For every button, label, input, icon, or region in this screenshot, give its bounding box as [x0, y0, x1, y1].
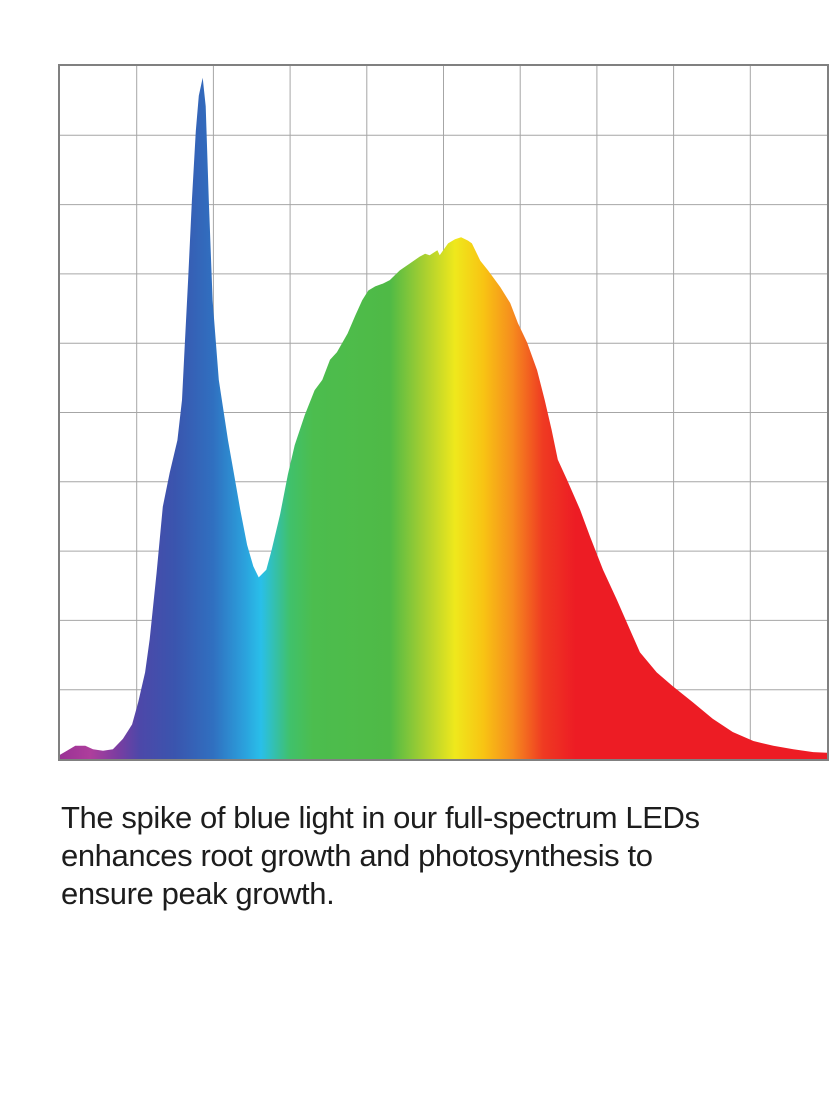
spectrum-area — [60, 77, 827, 759]
caption-line-3: ensure peak growth. — [61, 876, 335, 911]
caption-line-2: enhances root growth and photosynthesis … — [61, 838, 653, 873]
spectrum-svg — [60, 66, 827, 759]
caption-line-1: The spike of blue light in our full-spec… — [61, 800, 700, 835]
caption: The spike of blue light in our full-spec… — [61, 799, 821, 913]
spectrum-chart — [58, 64, 829, 761]
